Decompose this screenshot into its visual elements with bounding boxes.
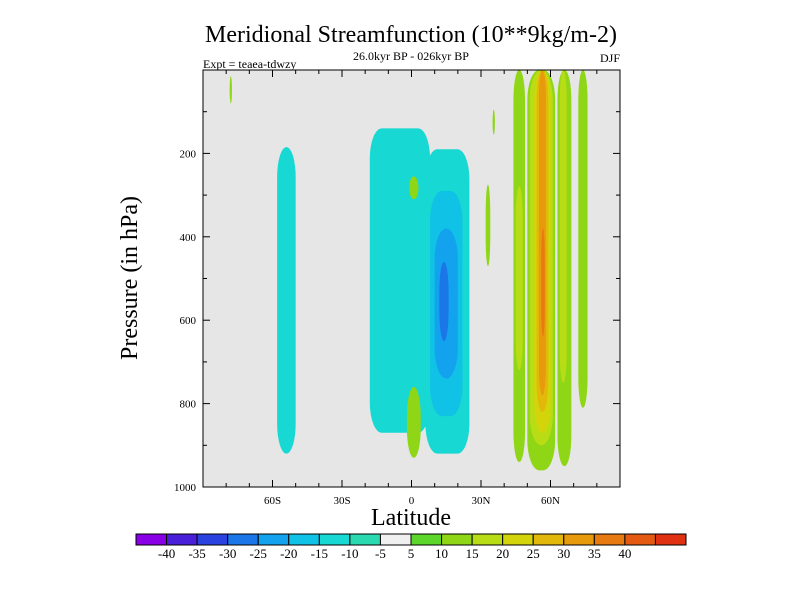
colorbar-label: 25 — [527, 546, 540, 561]
x-tick-label: 30S — [333, 495, 350, 507]
colorbar-label: 10 — [435, 546, 448, 561]
colorbar-label: -30 — [219, 546, 236, 561]
colorbar-box — [196, 533, 229, 546]
chart-subtitle: 26.0kyr BP - 026kyr BP — [353, 49, 469, 63]
colorbar-label: 40 — [618, 546, 631, 561]
colorbar-label: -40 — [158, 546, 175, 561]
contour-region — [439, 261, 449, 342]
colorbar-box — [624, 533, 656, 546]
colorbar-label: -25 — [250, 546, 267, 561]
experiment-label: Expt = teaea-tdwzy — [203, 57, 296, 71]
y-tick-label: 1000 — [174, 482, 197, 494]
chart-title: Meridional Streamfunction (10**9kg/m-2) — [205, 22, 617, 48]
colorbar-box — [410, 533, 443, 546]
contour-region — [515, 186, 523, 371]
colorbar-box — [349, 533, 381, 546]
plot-area — [202, 69, 621, 488]
contour-region — [277, 147, 296, 454]
x-axis-label: Latitude — [371, 505, 451, 531]
colorbar-box — [318, 533, 351, 546]
colorbar-label: -5 — [375, 546, 386, 561]
colorbar-box — [166, 533, 198, 546]
contour-region — [409, 176, 419, 200]
x-axis: 60S 30S 0 30N 60N — [202, 70, 621, 507]
contour-region — [492, 109, 495, 135]
contour-region — [578, 70, 588, 408]
colorbar-box — [227, 533, 259, 546]
colorbar-box — [563, 533, 595, 546]
y-tick-label: 400 — [180, 232, 197, 244]
x-tick-label: 0 — [409, 495, 415, 507]
colorbar: -40 -35 -30 -25 -20 -15 -10 -5 5 10 15 20 25 30 35 40 — [135, 533, 687, 561]
colorbar-label: -35 — [188, 546, 205, 561]
y-tick-label: 800 — [180, 399, 197, 411]
contour-region — [406, 386, 421, 458]
colorbar-label: -15 — [311, 546, 328, 561]
contour-region — [369, 128, 431, 433]
colorbar-label: 5 — [408, 546, 415, 561]
colorbar-box — [257, 533, 290, 546]
y-tick-label: 200 — [180, 148, 197, 160]
colorbar-label: 15 — [466, 546, 479, 561]
x-tick-label: 30N — [472, 495, 491, 507]
colorbar-box — [135, 533, 168, 546]
colorbar-box — [471, 533, 504, 546]
contour-region — [541, 228, 545, 337]
colorbar-box — [379, 533, 412, 546]
colorbar-label: 30 — [557, 546, 570, 561]
season-label: DJF — [600, 51, 620, 65]
x-tick-label: 60N — [541, 495, 560, 507]
contour-region — [485, 184, 491, 266]
y-tick-label: 600 — [180, 315, 197, 327]
colorbar-box — [502, 533, 534, 546]
colorbar-label: -20 — [280, 546, 297, 561]
y-axis: 200 400 600 800 1000 — [174, 111, 620, 494]
colorbar-label: 35 — [588, 546, 601, 561]
colorbar-box — [593, 533, 626, 546]
y-axis-label: Pressure (in hPa) — [117, 196, 143, 360]
x-tick-label: 60S — [264, 495, 281, 507]
colorbar-box — [441, 533, 473, 546]
colorbar-box — [654, 533, 687, 546]
colorbar-box — [532, 533, 565, 546]
colorbar-label: 20 — [496, 546, 509, 561]
colorbar-box — [288, 533, 320, 546]
contour-region — [229, 76, 232, 104]
colorbar-label: -10 — [341, 546, 358, 561]
contour-region — [559, 70, 567, 383]
